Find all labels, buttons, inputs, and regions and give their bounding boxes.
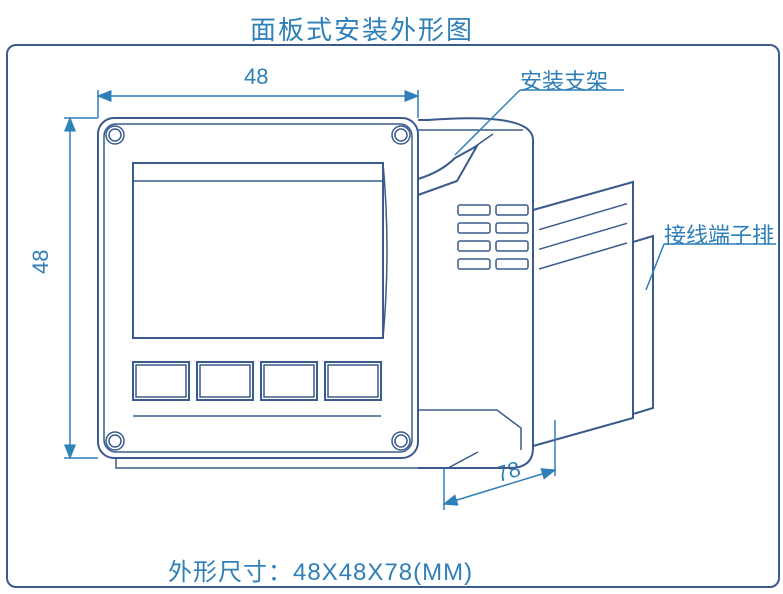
diagram-svg bbox=[0, 0, 783, 594]
diagram-canvas: 面板式安装外形图 安装支架 接线端子排 48 48 78 外形尺寸：48X48X… bbox=[0, 0, 783, 594]
